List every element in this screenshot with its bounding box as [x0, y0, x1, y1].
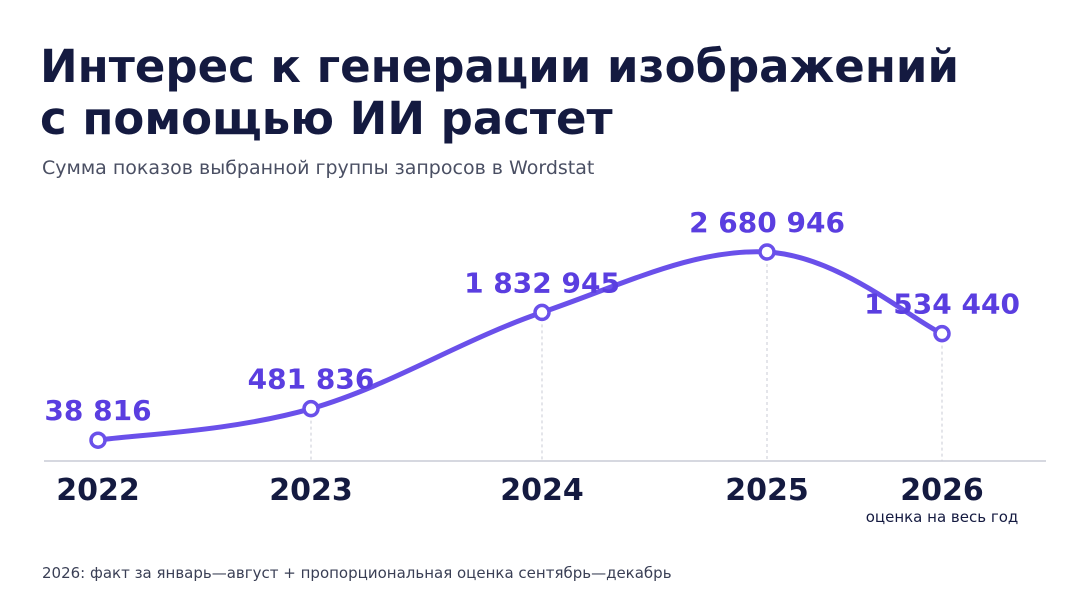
value-label: 38 816 [44, 394, 151, 427]
value-label: 481 836 [248, 363, 375, 396]
point [758, 243, 776, 261]
annotation: оценка на весь год [866, 508, 1019, 526]
x-tick-label: 2023 [269, 473, 353, 508]
chart-title: с помощью ИИ растет [40, 92, 613, 145]
chart-title: Интерес к генерации изображений [40, 40, 959, 93]
chart-subtitle: Сумма показов выбранной группы запросов … [42, 157, 594, 179]
x-tick-label: 2024 [500, 473, 584, 508]
x-tick-label: 2025 [725, 473, 809, 508]
value-label: 1 832 945 [464, 266, 620, 299]
value-label: 2 680 946 [689, 206, 845, 239]
point [89, 431, 107, 449]
footnote: 2026: факт за январь—август + пропорцион… [42, 564, 672, 582]
x-tick-label: 2022 [56, 473, 140, 508]
value-label: 1 534 440 [864, 288, 1020, 321]
point [933, 324, 951, 343]
x-tick-label: 2026 [900, 473, 984, 508]
point [533, 303, 551, 322]
point [302, 399, 320, 418]
